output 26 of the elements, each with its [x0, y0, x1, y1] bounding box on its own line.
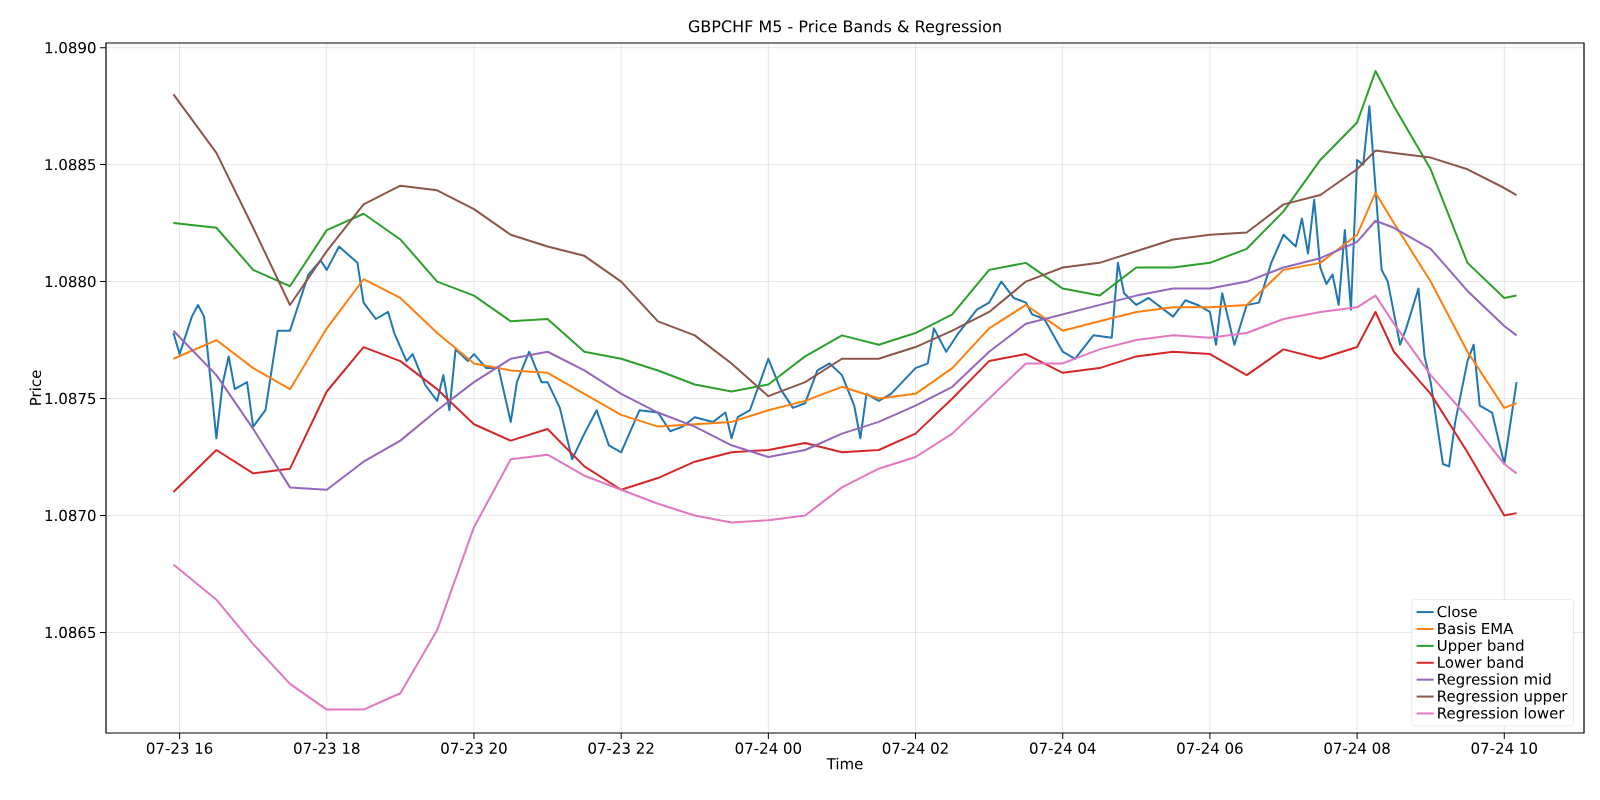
- y-tick-label: 1.0880: [45, 275, 96, 288]
- x-tick-label: 07-24 06: [1177, 742, 1243, 754]
- legend-label: Lower band: [1438, 656, 1523, 668]
- x-tick-label: 07-23 20: [441, 742, 507, 754]
- y-axis-title: Price: [29, 370, 42, 405]
- y-tick-label: 1.0885: [45, 158, 96, 171]
- y-tick-label: 1.0870: [45, 509, 96, 522]
- x-tick-label: 07-23 22: [588, 742, 654, 754]
- y-tick-label: 1.0875: [45, 392, 96, 405]
- x-tick-label: 07-23 18: [294, 742, 360, 754]
- y-tick-label: 1.0865: [45, 626, 96, 639]
- legend-label: Basis EMA: [1438, 622, 1514, 635]
- legend-label: Upper band: [1438, 639, 1524, 654]
- x-tick-label: 07-24 10: [1471, 742, 1537, 754]
- x-tick-label: 07-24 04: [1029, 742, 1096, 754]
- legend-label: Regression mid: [1438, 673, 1551, 688]
- legend-label: Regression upper: [1438, 690, 1568, 705]
- y-tick-label: 1.0890: [45, 41, 96, 54]
- x-tick-label: 07-24 02: [882, 742, 948, 754]
- legend-label: Regression lower: [1438, 707, 1565, 722]
- x-tick-label: 07-23 16: [146, 742, 213, 754]
- x-axis-title: Time: [826, 757, 863, 770]
- legend-label: Close: [1437, 605, 1477, 618]
- chart-title: GBPCHF M5 - Price Bands & Regression: [688, 19, 1001, 36]
- x-tick-label: 07-24 00: [735, 742, 802, 754]
- x-tick-label: 07-24 08: [1324, 742, 1390, 754]
